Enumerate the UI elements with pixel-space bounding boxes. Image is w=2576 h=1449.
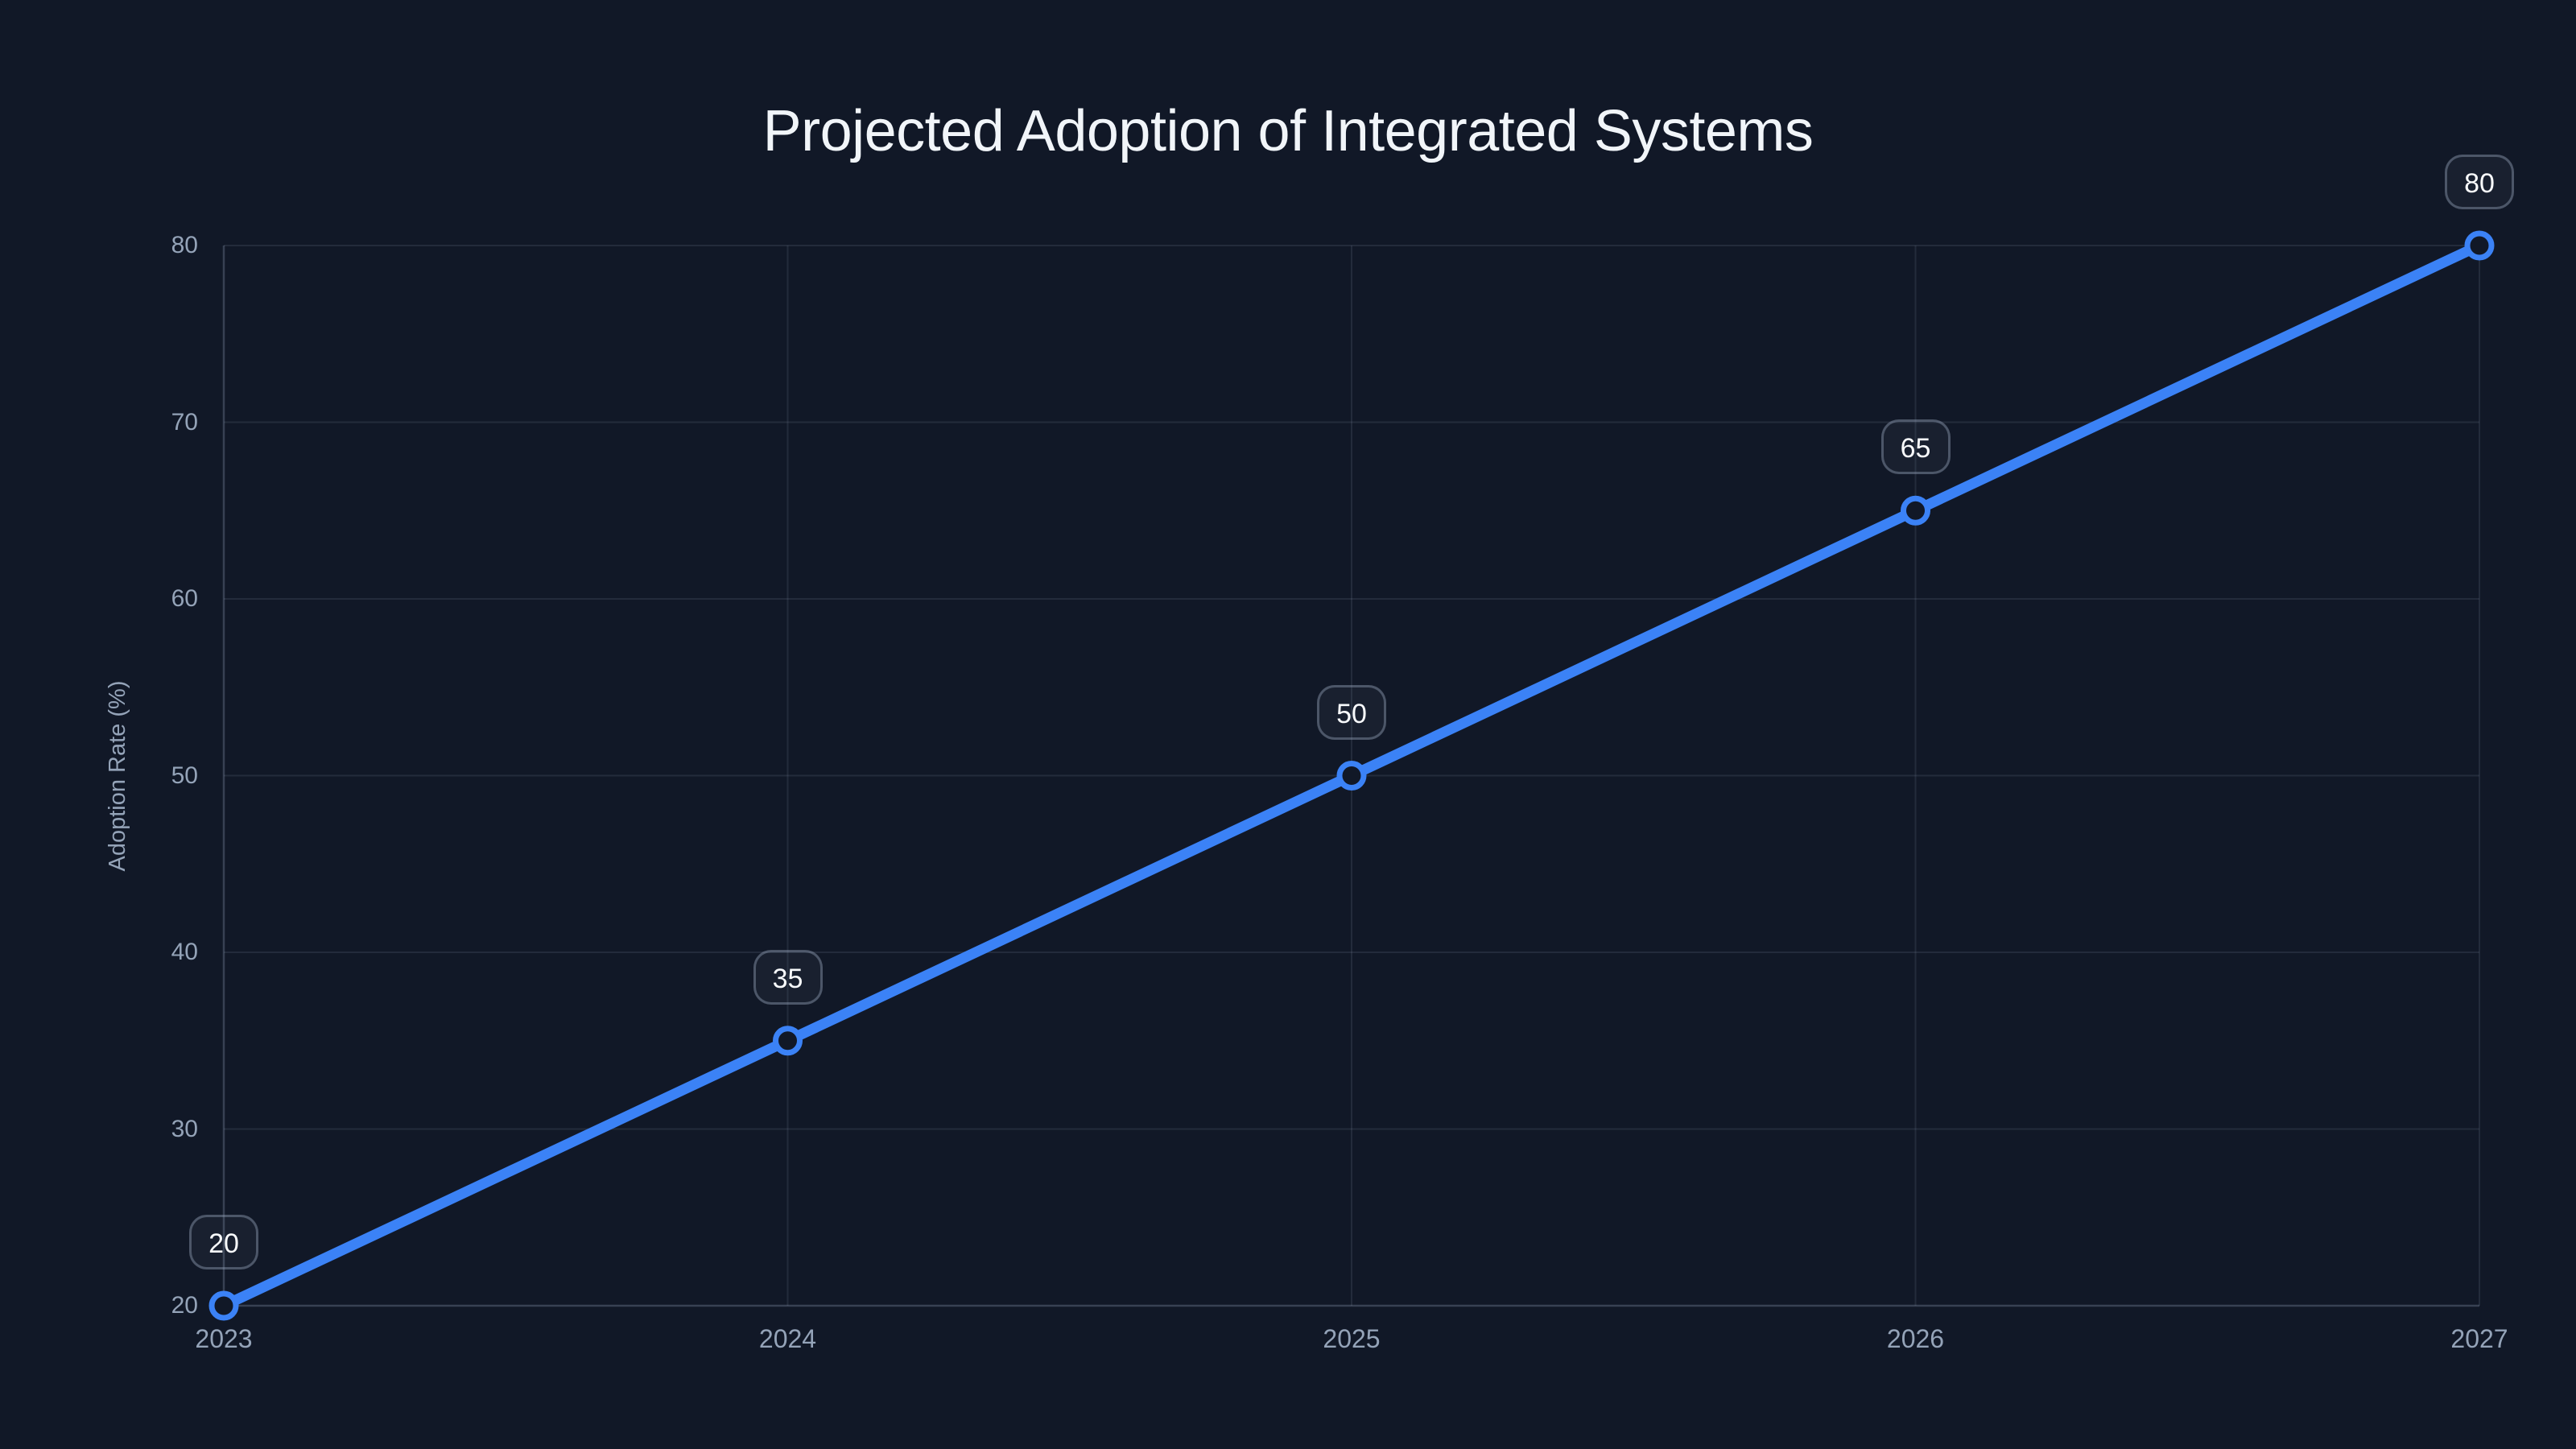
x-axis-tick-label: 2023 <box>195 1324 253 1353</box>
data-point-label: 65 <box>1880 419 1951 475</box>
data-point-label: 50 <box>1317 684 1386 740</box>
x-axis-tick-label: 2027 <box>2450 1324 2508 1353</box>
data-point-label: 20 <box>189 1215 258 1269</box>
x-axis-tick-label: 2025 <box>1323 1324 1381 1353</box>
data-point-label: 35 <box>753 949 823 1005</box>
data-point-marker[interactable] <box>1336 761 1367 791</box>
data-point-marker[interactable] <box>2464 230 2495 261</box>
y-axis-tick-label: 20 <box>171 1292 198 1319</box>
y-axis-tick-label: 80 <box>171 232 198 258</box>
chart-title: Projected Adoption of Integrated Systems <box>762 99 1814 163</box>
data-point-label: 80 <box>2445 155 2514 209</box>
y-axis-tick-label: 30 <box>171 1115 198 1142</box>
x-axis-tick-label: 2024 <box>758 1324 817 1353</box>
y-axis-tick-label: 60 <box>171 585 198 612</box>
x-axis-tick-label: 2026 <box>1886 1324 1945 1353</box>
y-axis-tick-label: 40 <box>171 939 198 965</box>
data-point-markers <box>208 230 2495 1321</box>
y-axis-tick-label: 70 <box>171 408 198 436</box>
data-point-marker[interactable] <box>1901 495 1930 526</box>
data-point-marker[interactable] <box>773 1026 803 1056</box>
data-point-marker[interactable] <box>208 1290 239 1321</box>
y-axis-tick-label: 50 <box>171 762 198 789</box>
